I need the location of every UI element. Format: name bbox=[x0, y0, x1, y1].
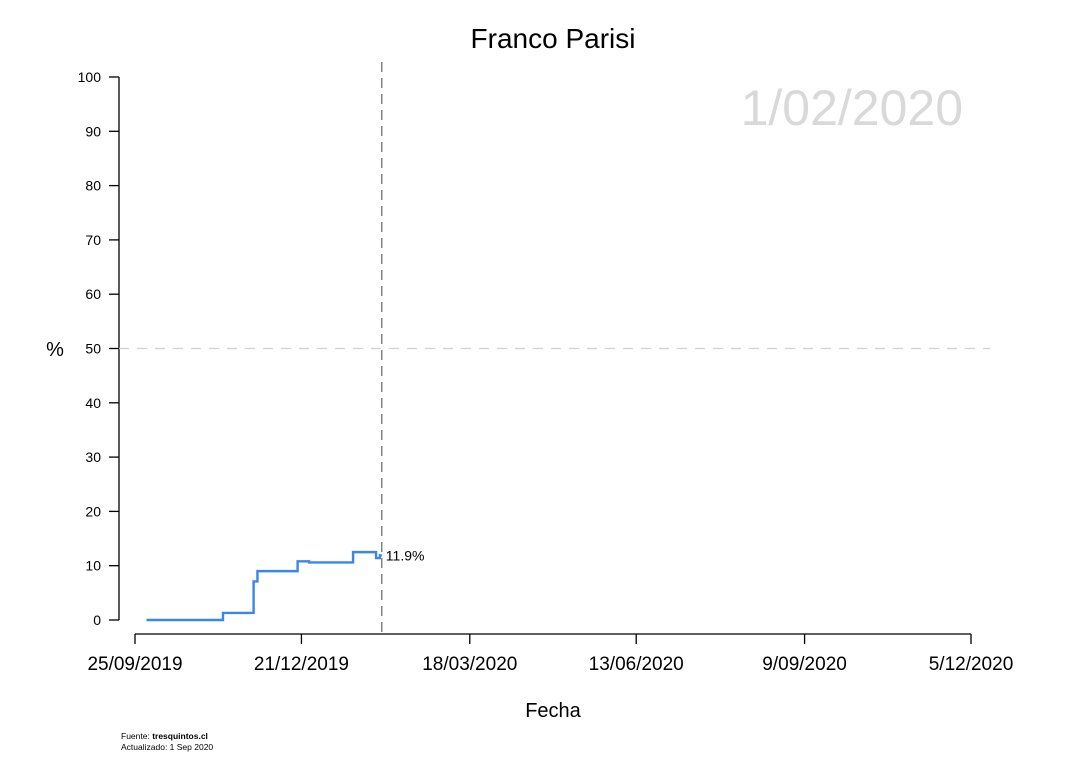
series-line bbox=[146, 550, 382, 622]
x-tick-label: 25/09/2019 bbox=[87, 654, 182, 675]
updated-line: Actualizado: 1 Sep 2020 bbox=[121, 742, 214, 752]
y-tick-label: 30 bbox=[85, 449, 101, 465]
x-axis-label: Fecha bbox=[525, 700, 581, 722]
y-tick-label: 90 bbox=[85, 123, 101, 139]
y-axis-label: % bbox=[46, 339, 64, 361]
source-line: Fuente: tresquintos.cl bbox=[121, 731, 208, 741]
source-site: tresquintos.cl bbox=[152, 731, 208, 741]
series-end-label: 11.9% bbox=[386, 547, 425, 563]
x-tick-label: 13/06/2020 bbox=[589, 654, 684, 675]
x-tick-label: 21/12/2019 bbox=[254, 654, 349, 675]
y-tick-label: 60 bbox=[85, 286, 101, 302]
y-tick-label: 40 bbox=[85, 395, 101, 411]
y-tick-label: 50 bbox=[85, 341, 101, 357]
y-tick-label: 70 bbox=[85, 232, 101, 248]
chart-title: Franco Parisi bbox=[471, 23, 636, 54]
y-tick-label: 100 bbox=[78, 69, 102, 85]
y-tick-label: 20 bbox=[85, 503, 101, 519]
y-tick-label: 80 bbox=[85, 178, 101, 194]
x-tick-label: 18/03/2020 bbox=[422, 654, 517, 675]
x-tick-label: 5/12/2020 bbox=[929, 654, 1014, 675]
y-tick-label: 0 bbox=[93, 612, 101, 628]
watermark-date: 1/02/2020 bbox=[741, 80, 963, 136]
y-tick-label: 10 bbox=[85, 558, 101, 574]
x-tick-label: 9/09/2020 bbox=[762, 654, 847, 675]
footer: Fuente: tresquintos.cl Actualizado: 1 Se… bbox=[121, 731, 213, 753]
